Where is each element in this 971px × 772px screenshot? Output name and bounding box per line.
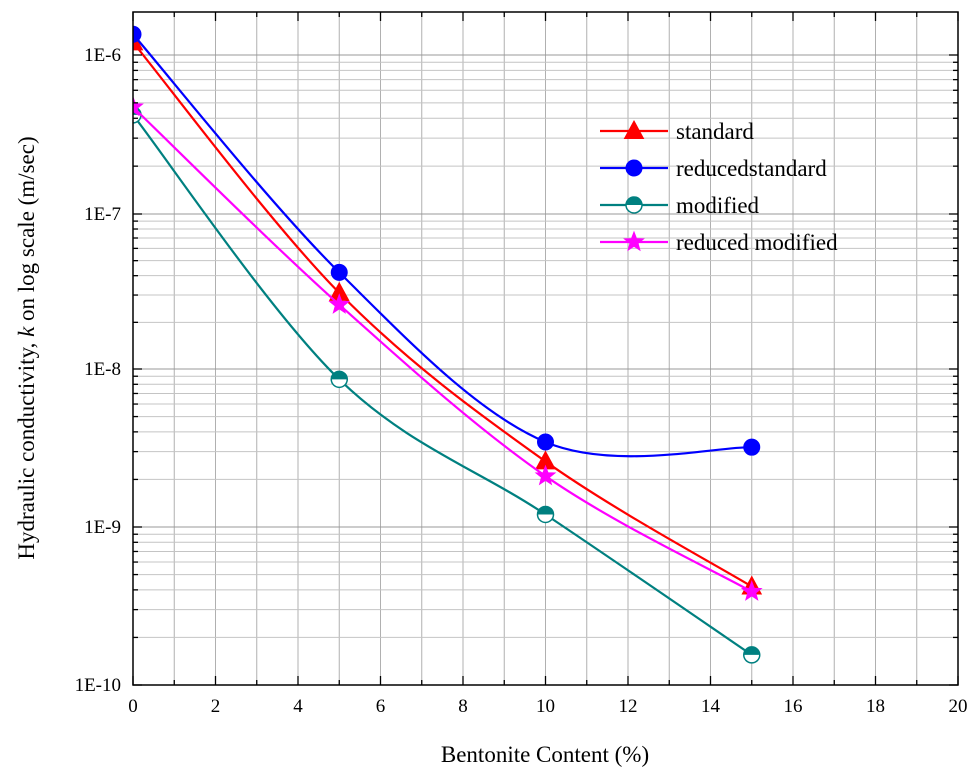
tick-labels: 0 2 4 6 8 10 12 14 16 18 20 1E-10 1E-9 1E-8 1E-7 1E-6 <box>75 45 968 717</box>
series-reducedstandard <box>133 25 761 458</box>
legend-marker <box>625 159 643 177</box>
legend-item: modified <box>600 193 760 218</box>
legend: standard reducedstandard modified reduced m… <box>600 119 838 255</box>
x-tick-label: 6 <box>376 696 386 717</box>
x-tick-label: 14 <box>701 696 721 717</box>
legend-label: standard <box>676 119 754 144</box>
series-standard <box>133 31 763 595</box>
data-point <box>740 580 763 601</box>
data-point <box>537 433 554 451</box>
data-point <box>330 263 348 281</box>
legend-label: reduced modified <box>676 230 838 255</box>
y-tick-label: 1E-9 <box>84 517 121 538</box>
y-axis-title: Hydraulic conductivity, k on log scale (… <box>14 136 39 559</box>
x-tick-label: 16 <box>784 696 803 717</box>
data-point <box>743 646 761 664</box>
x-tick-label: 12 <box>619 696 638 717</box>
x-axis-title: Bentonite Content (%) <box>441 742 649 767</box>
legend-label: modified <box>676 193 760 218</box>
legend-marker <box>623 230 645 252</box>
x-tick-label: 4 <box>293 696 303 717</box>
data-point <box>328 293 351 314</box>
legend-item: reducedstandard <box>600 156 827 181</box>
series-line <box>133 106 753 593</box>
y-tick-label: 1E-10 <box>75 675 121 696</box>
data-point <box>330 370 348 389</box>
x-tick-label: 2 <box>211 696 221 717</box>
y-tick-label: 1E-7 <box>84 204 121 225</box>
y-tick-label: 1E-8 <box>84 359 121 380</box>
series-line <box>133 114 753 656</box>
data-point <box>536 505 555 524</box>
legend-item: standard <box>600 119 754 144</box>
series-reduced-modified <box>133 95 763 601</box>
legend-item: reduced modified <box>600 230 838 255</box>
data-point <box>133 25 142 43</box>
series-modified <box>133 106 761 664</box>
data-point <box>133 95 144 117</box>
y-tick-label: 1E-6 <box>84 45 121 66</box>
marker-fill <box>743 646 760 655</box>
series-line <box>133 41 753 588</box>
x-tick-label: 18 <box>866 696 885 717</box>
marker-fill <box>537 506 554 515</box>
legend-marker <box>623 119 645 139</box>
x-tick-label: 0 <box>128 696 138 717</box>
legend-marker <box>625 196 643 214</box>
grid <box>132 12 959 686</box>
data-point <box>743 438 761 456</box>
ticks <box>132 12 959 686</box>
marker-fill <box>626 197 642 205</box>
series-layer <box>133 25 763 664</box>
series-line <box>133 33 752 458</box>
x-tick-label: 20 <box>949 696 968 717</box>
legend-label: reducedstandard <box>676 156 827 181</box>
data-point <box>534 464 557 486</box>
x-tick-label: 8 <box>458 696 468 717</box>
marker-fill <box>331 371 348 380</box>
x-tick-label: 10 <box>536 696 555 717</box>
